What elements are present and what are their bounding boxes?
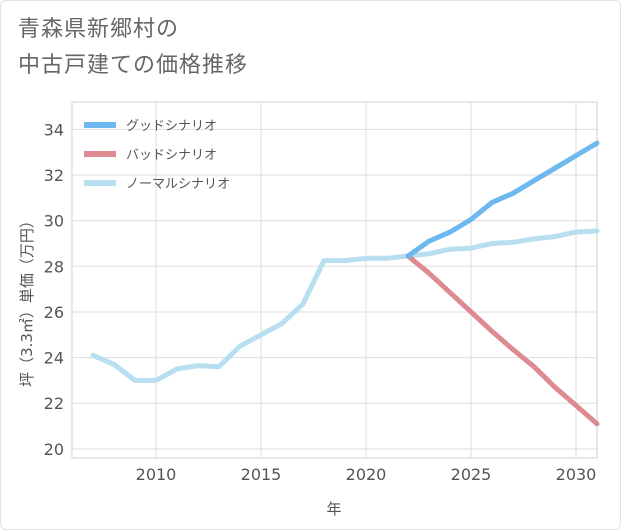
y-tick-label: 24 bbox=[44, 349, 64, 368]
y-tick-label: 32 bbox=[44, 166, 64, 185]
y-tick-label: 26 bbox=[44, 303, 64, 322]
x-tick-label: 2015 bbox=[241, 465, 282, 484]
title-line-1: 青森県新郷村の bbox=[18, 17, 180, 42]
x-tick-label: 2025 bbox=[451, 465, 492, 484]
y-tick-label: 28 bbox=[44, 257, 64, 276]
y-tick-label: 34 bbox=[44, 120, 64, 139]
y-tick-label: 22 bbox=[44, 394, 64, 413]
series-line-1 bbox=[405, 253, 600, 427]
x-tick-label: 2030 bbox=[556, 465, 597, 484]
series-lines bbox=[90, 140, 600, 427]
x-axis-label: 年 bbox=[326, 500, 341, 518]
title-line-2: 中古戸建ての価格推移 bbox=[18, 53, 249, 78]
y-tick-labels: 20 22 24 26 28 30 32 34 bbox=[44, 120, 64, 458]
x-tick-label: 2020 bbox=[346, 465, 387, 484]
y-axis-label: 坪（3.3㎡）単価（万円） bbox=[18, 213, 36, 387]
x-tick-labels: 2010 2015 2020 2025 2030 bbox=[136, 465, 597, 484]
legend-label: ノーマルシナリオ bbox=[126, 177, 230, 192]
series-line-0 bbox=[405, 140, 600, 259]
grid-lines bbox=[72, 102, 597, 458]
chart-title: 青森県新郷村の 中古戸建ての価格推移 bbox=[18, 12, 248, 84]
series-line-2 bbox=[90, 228, 600, 383]
legend-label: グッドシナリオ bbox=[126, 119, 217, 134]
x-tick-label: 2010 bbox=[136, 465, 177, 484]
plot-area bbox=[71, 101, 598, 459]
y-tick-label: 20 bbox=[44, 440, 64, 459]
y-tick-label: 30 bbox=[44, 212, 64, 231]
legend-label: バッドシナリオ bbox=[126, 148, 217, 163]
